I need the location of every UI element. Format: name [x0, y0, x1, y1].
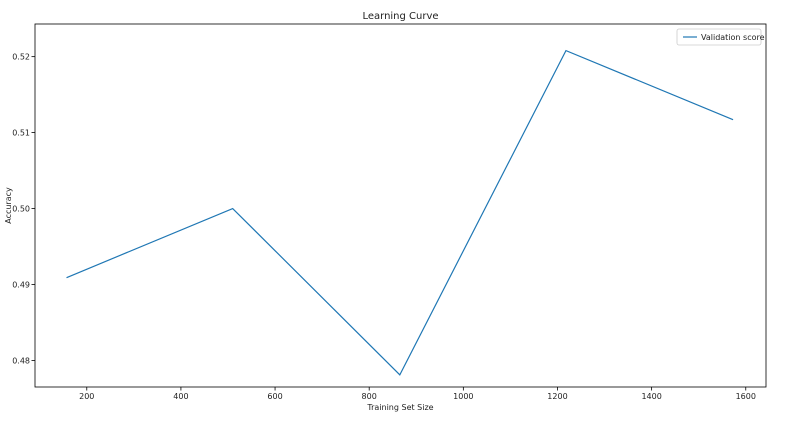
y-tick-label: 0.50 — [12, 205, 30, 214]
y-axis-ticks: 0.48 0.49 0.50 0.51 0.52 — [12, 53, 35, 366]
series-group — [66, 50, 733, 374]
y-tick-label: 0.51 — [12, 129, 30, 138]
x-axis-ticks: 200 400 600 800 1000 1200 1400 1600 — [79, 387, 756, 401]
x-tick-label: 1000 — [453, 392, 473, 401]
series-line-validation-score — [67, 51, 734, 375]
chart-title: Learning Curve — [362, 11, 438, 22]
x-tick-label: 400 — [173, 392, 188, 401]
x-tick-label: 1400 — [641, 392, 661, 401]
x-tick-label: 800 — [362, 392, 377, 401]
legend-label-validation-score: Validation score — [701, 33, 765, 42]
x-tick-label: 200 — [79, 392, 94, 401]
x-axis-label: Training Set Size — [366, 403, 433, 412]
x-tick-label: 600 — [267, 392, 282, 401]
y-tick-label: 0.49 — [12, 280, 30, 289]
legend: Validation score — [677, 29, 765, 45]
x-tick-label: 1600 — [736, 392, 756, 401]
y-tick-label: 0.52 — [12, 53, 30, 62]
plot-area-frame — [35, 24, 766, 387]
y-tick-label: 0.48 — [12, 356, 30, 365]
y-axis-label: Accuracy — [4, 187, 13, 224]
x-tick-label: 1200 — [547, 392, 567, 401]
